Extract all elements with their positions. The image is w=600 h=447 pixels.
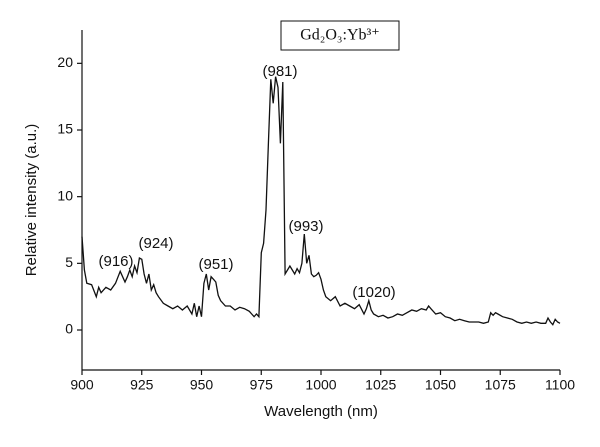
x-tick-label: 1025 — [365, 377, 396, 393]
y-tick-label: 20 — [57, 54, 73, 70]
x-tick-label: 1000 — [305, 377, 336, 393]
x-tick-label: 975 — [250, 377, 274, 393]
peak-annotation: (951) — [198, 256, 233, 273]
y-axis-label: Relative intensity (a.u.) — [23, 124, 40, 277]
x-tick-label: 1075 — [485, 377, 516, 393]
legend-label: Gd₂O₃:Yb³⁺ — [300, 27, 380, 44]
y-tick-label: 15 — [57, 121, 73, 137]
spectrum-line — [81, 76, 561, 326]
y-tick-label: 10 — [57, 187, 73, 203]
x-tick-label: 1100 — [545, 377, 575, 393]
x-tick-label: 900 — [70, 377, 94, 393]
x-tick-label: 1050 — [425, 377, 456, 393]
y-tick-label: 0 — [65, 321, 73, 337]
peak-annotation: (916) — [98, 253, 133, 270]
x-axis-label: Wavelength (nm) — [264, 403, 378, 420]
y-tick-label: 5 — [65, 254, 73, 270]
legend-box — [280, 20, 400, 51]
peak-annotation: (981) — [262, 63, 297, 80]
x-tick-label: 950 — [190, 377, 214, 393]
x-tick-label: 925 — [130, 377, 154, 393]
peak-annotation: (1020) — [352, 284, 395, 301]
peak-annotation: (924) — [138, 235, 173, 252]
peak-annotation: (993) — [288, 218, 323, 235]
